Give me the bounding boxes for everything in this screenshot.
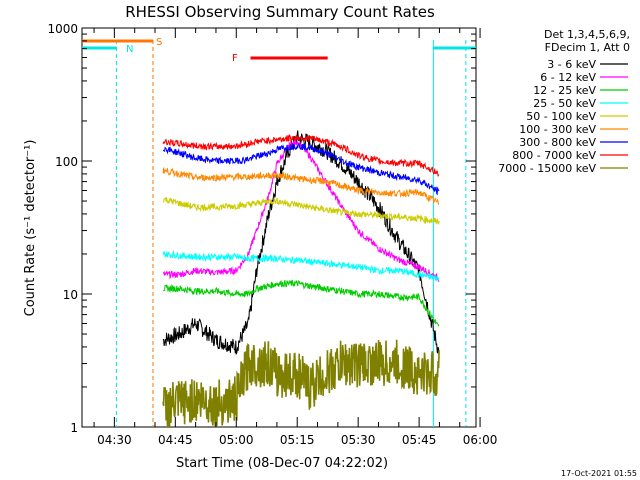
saa-label: S — [156, 37, 162, 48]
x-tick-label: 05:15 — [280, 433, 315, 447]
series-line-2 — [162, 279, 440, 327]
legend-label: 7000 - 15000 keV — [498, 162, 596, 175]
legend-label: 12 - 25 keV — [533, 84, 596, 97]
legend-label: 100 - 300 keV — [519, 123, 596, 136]
generation-date: 17-Oct-2021 01:55 — [561, 469, 637, 478]
series-line-5 — [162, 167, 440, 205]
series-2 — [162, 279, 440, 327]
x-tick-label: 05:30 — [341, 433, 376, 447]
legend-label: 3 - 6 keV — [547, 58, 596, 71]
series-5 — [162, 167, 440, 205]
series-line-8 — [162, 339, 440, 428]
x-axis-label: Start Time (08-Dec-07 04:22:02) — [176, 456, 388, 471]
series-line-1 — [162, 139, 440, 283]
series-line-7 — [162, 133, 440, 177]
legend-label: 6 - 12 keV — [540, 71, 596, 84]
y-tick-label: 10 — [63, 288, 78, 302]
legend-header: FDecim 1, Att 0 — [545, 41, 630, 54]
chart-title: RHESSI Observing Summary Count Rates — [125, 3, 435, 21]
series-6 — [162, 143, 440, 196]
x-tick-label: 05:45 — [402, 433, 437, 447]
flare-label: F — [232, 53, 238, 64]
legend-label: 300 - 800 keV — [519, 136, 596, 149]
series-3 — [162, 250, 440, 282]
x-tick-label: 04:45 — [158, 433, 193, 447]
series-8 — [162, 339, 440, 428]
legend-label: 25 - 50 keV — [533, 97, 596, 110]
legend-label: 50 - 100 keV — [526, 110, 596, 123]
series-line-6 — [162, 143, 440, 196]
series-line-4 — [162, 197, 440, 226]
y-axis-label: Count Rate (s⁻¹ detector⁻¹) — [23, 140, 38, 317]
legend-label: 800 - 7000 keV — [512, 149, 596, 162]
plot-frame — [81, 27, 477, 428]
x-tick-label: 05:00 — [219, 433, 254, 447]
night-label: N — [126, 44, 133, 55]
legend: Det 1,3,4,5,6,9,FDecim 1, Att 0 3 - 6 keV… — [498, 28, 630, 175]
legend-header: Det 1,3,4,5,6,9, — [544, 28, 630, 41]
axes: 1 10 100 1000 04:30 04:45 05:00 05:15 05:30 05:45… — [47, 22, 497, 447]
y-tick-label: 1 — [70, 421, 78, 435]
x-tick-label: 06:00 — [463, 433, 498, 447]
y-tick-label: 100 — [55, 155, 78, 169]
series-7 — [162, 133, 440, 177]
x-tick-label: 04:30 — [97, 433, 132, 447]
y-tick-label: 1000 — [47, 22, 78, 36]
series-layer — [162, 130, 440, 428]
series-line-3 — [162, 250, 440, 282]
series-1 — [162, 139, 440, 283]
orbit-markers: S N F — [82, 37, 476, 427]
series-4 — [162, 197, 440, 226]
